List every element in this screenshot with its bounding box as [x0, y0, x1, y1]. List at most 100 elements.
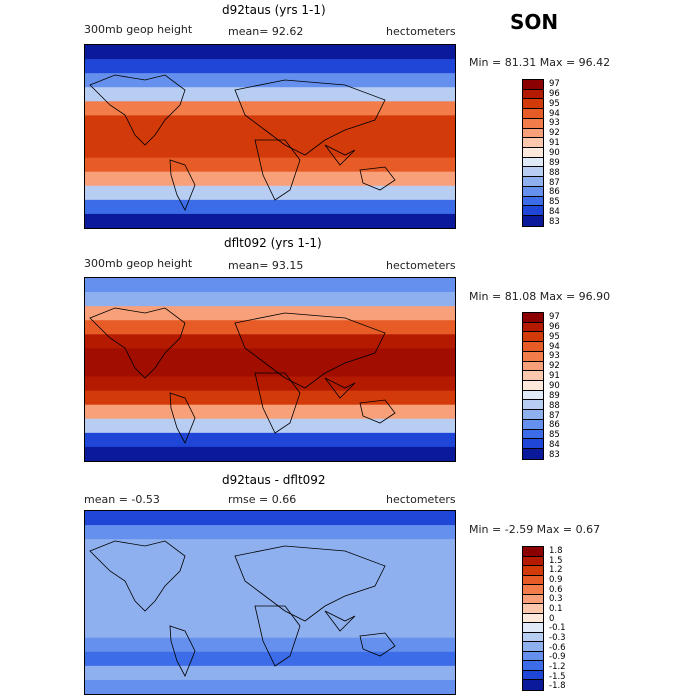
- coastline: [234, 312, 386, 389]
- colorbar-swatch: [523, 670, 543, 681]
- colorbar-swatch: [523, 623, 543, 633]
- colorbar-label: 1.8: [549, 545, 563, 556]
- colorbar-swatch: [523, 661, 543, 671]
- field-band: [85, 278, 455, 294]
- coastline: [89, 307, 186, 379]
- colorbar-swatch: [523, 351, 543, 362]
- coastline: [169, 392, 196, 444]
- map-plot: [84, 510, 456, 695]
- colorbar-label: 0.6: [549, 584, 563, 595]
- colorbar-swatch: [523, 575, 543, 586]
- coastline: [169, 625, 196, 677]
- colorbar-swatch: [523, 556, 543, 567]
- coastline: [359, 632, 396, 657]
- colorbar-swatch: [523, 118, 543, 129]
- colorbar-label: 86: [549, 420, 560, 431]
- colorbar-label: -1.5: [549, 671, 566, 682]
- colorbar-swatch: [523, 99, 543, 110]
- field-band: [85, 679, 455, 694]
- field-band: [85, 73, 455, 89]
- panel-title: dflt092 (yrs 1-1): [224, 236, 322, 250]
- colorbar-label: 92: [549, 361, 560, 372]
- field-band: [85, 637, 455, 653]
- colorbar-label: 0.9: [549, 574, 563, 585]
- colorbar-label: 86: [549, 187, 560, 198]
- field-band: [85, 432, 455, 448]
- colorbar-swatch: [523, 109, 543, 119]
- colorbar-swatch: [523, 651, 543, 662]
- coastline: [359, 166, 396, 191]
- colorbar-label: 0.3: [549, 594, 563, 605]
- colorbar-label: 85: [549, 430, 560, 441]
- colorbar-label: 83: [549, 450, 560, 461]
- colorbar-swatch: [523, 642, 543, 652]
- units-label: hectometers: [386, 25, 456, 38]
- colorbar-swatch: [523, 186, 543, 197]
- field-band: [85, 143, 455, 159]
- colorbar-label: 89: [549, 390, 560, 401]
- colorbar-swatch: [523, 680, 543, 690]
- field-band: [85, 320, 455, 336]
- field-band: [85, 651, 455, 667]
- field-band: [85, 609, 455, 625]
- coastline: [89, 540, 186, 612]
- colorbar-label: 87: [549, 410, 560, 421]
- colorbar: [522, 312, 544, 460]
- field-label: 300mb geop height: [84, 257, 193, 270]
- colorbar-swatch: [523, 390, 543, 401]
- field-band: [85, 213, 455, 228]
- colorbar-swatch: [523, 138, 543, 149]
- map-plot: [84, 44, 456, 229]
- min-max-stat: Min = 81.31 Max = 96.42: [469, 56, 611, 69]
- season-label: SON: [510, 10, 559, 34]
- colorbar-label: -0.1: [549, 623, 566, 634]
- field-band: [85, 539, 455, 555]
- field-band: [85, 525, 455, 541]
- colorbar-label: 95: [549, 331, 560, 342]
- coastline: [359, 399, 396, 424]
- colorbar-swatch: [523, 371, 543, 382]
- colorbar-label: -0.3: [549, 632, 566, 643]
- coastline: [254, 372, 301, 434]
- field-band: [85, 45, 455, 61]
- colorbar-swatch: [523, 410, 543, 420]
- colorbar-swatch: [523, 585, 543, 595]
- field-band: [85, 376, 455, 392]
- colorbar-swatch: [523, 157, 543, 168]
- coastline: [234, 79, 386, 156]
- map-field: [85, 511, 455, 694]
- min-max-stat: Min = 81.08 Max = 96.90: [469, 290, 611, 303]
- panel-title: d92taus - dflt092: [222, 473, 326, 487]
- field-band: [85, 446, 455, 461]
- colorbar-swatch: [523, 313, 543, 323]
- colorbar-swatch: [523, 206, 543, 217]
- field-band: [85, 348, 455, 364]
- colorbar-label: 95: [549, 98, 560, 109]
- colorbar-swatch: [523, 361, 543, 372]
- colorbar-swatch: [523, 604, 543, 614]
- field-band: [85, 334, 455, 350]
- colorbar-label: -1.8: [549, 681, 566, 692]
- panel-title: d92taus (yrs 1-1): [222, 3, 326, 17]
- colorbar-label: 0.1: [549, 603, 563, 614]
- field-band: [85, 292, 455, 308]
- colorbar-label: 85: [549, 197, 560, 208]
- coastline: [89, 74, 186, 146]
- colorbar-label: 87: [549, 177, 560, 188]
- colorbar-label: 90: [549, 381, 560, 391]
- coastline: [324, 144, 356, 166]
- colorbar-swatch: [523, 632, 543, 643]
- colorbar-label: 96: [549, 321, 560, 332]
- field-band: [85, 199, 455, 215]
- field-label: 300mb geop height: [84, 23, 193, 36]
- colorbar-label: 89: [549, 157, 560, 168]
- field-band: [85, 623, 455, 639]
- colorbar-swatch: [523, 449, 543, 459]
- field-band: [85, 129, 455, 145]
- colorbar-swatch: [523, 148, 543, 158]
- min-max-stat: Min = -2.59 Max = 0.67: [469, 523, 601, 536]
- mean-stat: mean= 93.15: [228, 259, 304, 272]
- field-band: [85, 171, 455, 187]
- coastline: [169, 159, 196, 211]
- mean-stat: mean= 92.62: [228, 25, 304, 38]
